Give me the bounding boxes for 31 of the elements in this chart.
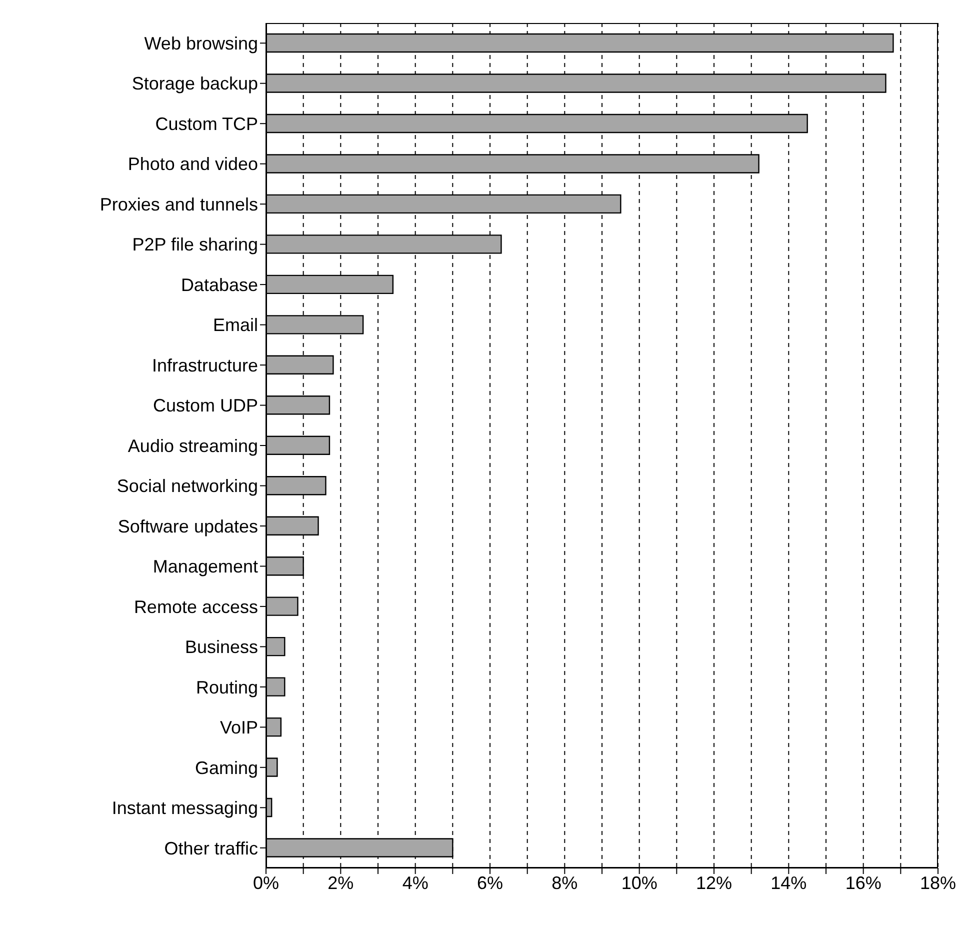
y-tick-label: Remote access xyxy=(134,596,258,617)
y-tick-label: Photo and video xyxy=(128,154,258,174)
y-tick-label: P2P file sharing xyxy=(132,234,258,255)
y-tick-label: Web browsing xyxy=(144,34,258,54)
x-tick-label: 16% xyxy=(845,872,882,893)
y-tick-label: Custom TCP xyxy=(155,114,258,134)
y-tick-label: Business xyxy=(184,637,258,658)
x-tick-label: 14% xyxy=(770,872,807,893)
y-tick-label: Routing xyxy=(196,677,258,698)
y-tick-label: VoIP xyxy=(220,718,258,738)
y-tick-label: Email xyxy=(212,315,258,336)
x-tick-label: 8% xyxy=(552,872,578,893)
y-tick-label: Proxies and tunnels xyxy=(100,194,258,214)
x-tick-label: 0% xyxy=(252,872,280,893)
x-tick-label: 2% xyxy=(328,872,354,893)
x-tick-label: 6% xyxy=(476,872,504,893)
y-tick-label: Social networking xyxy=(116,476,258,496)
y-tick-label: Database xyxy=(180,274,258,295)
y-tick-label: Software updates xyxy=(118,516,258,536)
y-tick-label: Infrastructure xyxy=(152,355,258,376)
y-tick-label: Audio streaming xyxy=(128,436,258,456)
y-tick-label: Instant messaging xyxy=(112,798,258,818)
y-tick-label: Management xyxy=(152,556,258,577)
y-tick-label: Storage backup xyxy=(132,74,258,94)
y-tick-label: Gaming xyxy=(194,758,258,778)
x-tick-label: 4% xyxy=(402,872,428,893)
x-tick-label: 18% xyxy=(920,872,956,893)
x-tick-label: 12% xyxy=(696,872,732,893)
y-tick-label: Other traffic xyxy=(164,838,258,858)
x-tick-label: 10% xyxy=(621,872,658,893)
y-tick-label: Custom UDP xyxy=(152,396,258,416)
